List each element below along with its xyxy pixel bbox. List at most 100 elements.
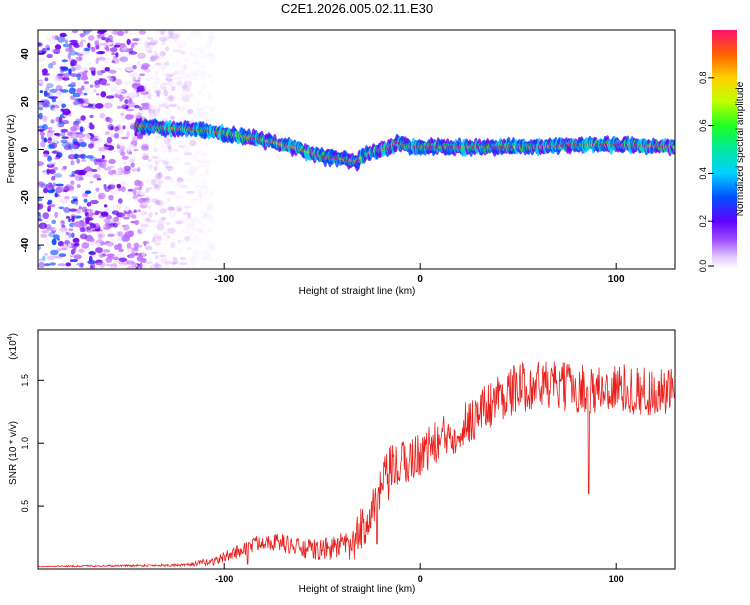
heatmap-cell [73,221,83,228]
heatmap-cell [84,85,89,89]
heatmap-cell [80,85,85,91]
heatmap-cell [96,231,105,238]
heatmap-cell [63,185,69,193]
heatmap-cell [163,109,172,116]
heatmap-cell [164,45,170,52]
heatmap-cell [112,256,120,261]
heatmap-cell [149,182,157,189]
heatmap-cell [181,103,190,110]
heatmap-cell [184,235,191,241]
heatmap-cell [67,132,75,136]
heatmap-cell [102,57,111,64]
heatmap-cell [138,30,146,35]
heatmap-cell [158,62,166,69]
heatmap-cell [41,100,51,108]
snr-x-ticks: -100 0 100 [215,563,624,584]
heatmap-cell [176,80,184,86]
heatmap-cell [195,106,201,114]
heatmap-cell [62,43,71,48]
heatmap-cell [64,39,69,44]
heatmap-cell [85,214,90,218]
heatmap-cell [174,40,183,45]
heatmap-cell [210,246,215,252]
heatmap-cell [176,117,181,123]
heatmap-cell [173,49,182,53]
heatmap-cell [78,264,84,268]
heatmap-cell [191,228,198,232]
heatmap-cell [163,143,168,151]
heatmap-cell [43,253,49,256]
spectrogram-y-label: Frequency (Hz) [6,115,17,184]
heatmap-cell [159,62,166,65]
heatmap-cell [85,265,90,269]
heatmap-cell [183,56,190,64]
heatmap-cell [96,72,102,80]
heatmap-cell [199,191,207,198]
heatmap-cell [97,34,101,39]
heatmap-cell [117,231,123,237]
heatmap-cell [53,75,60,83]
heatmap-cell [193,236,201,241]
heatmap-cell [52,137,59,144]
heatmap-cell [38,222,48,230]
heatmap-cell [51,98,57,103]
heatmap-cell [59,65,64,70]
heatmap-cell [120,117,126,122]
heatmap-cell [164,83,174,89]
heatmap-cell [153,142,157,148]
heatmap-cell [74,169,83,175]
heatmap-cell [104,102,113,109]
heatmap-cell [73,242,80,247]
heatmap-cell [167,78,174,86]
snr-exponent-close: ) [8,333,19,336]
heatmap-cell [149,112,157,118]
heatmap-cell [179,73,183,81]
heatmap-cell [189,257,196,264]
y-tick-label: -40 [20,237,31,252]
heatmap-cell [197,227,202,233]
heatmap-cell [100,91,107,98]
heatmap-cell [152,81,161,85]
heatmap-cell [87,259,96,265]
heatmap-cell [199,73,207,80]
heatmap-cell [158,30,166,33]
heatmap-cell [95,247,103,254]
heatmap-cell [131,168,138,172]
heatmap-cell [89,199,99,205]
heatmap-cell [150,84,157,89]
heatmap-cell [115,78,123,86]
spectrogram-heatmap [38,30,675,269]
heatmap-cell [199,45,208,51]
heatmap-cell [194,40,199,46]
heatmap-cell [147,187,153,190]
heatmap-cell [179,256,187,261]
heatmap-cell [150,219,157,223]
heatmap-cell [46,163,55,168]
heatmap-cell [106,41,113,45]
heatmap-cell [97,192,106,200]
heatmap-cell [141,202,148,206]
snr-frame [37,329,676,570]
heatmap-cell [145,261,154,265]
heatmap-cell [176,50,185,54]
heatmap-cell [113,244,120,251]
heatmap-cell [98,30,108,34]
heatmap-cell [151,251,159,255]
heatmap-cell [185,265,190,269]
heatmap-cell [109,265,118,269]
heatmap-cell [200,53,209,59]
heatmap-cell [197,188,203,195]
heatmap-cell [182,76,191,80]
colorbar-gradient [712,30,737,269]
heatmap-cell [167,197,171,202]
heatmap-cell [177,207,183,212]
heatmap-cell [189,217,199,223]
heatmap-cell [164,221,171,226]
heatmap-cell [155,70,159,76]
heatmap-cell [208,217,215,224]
heatmap-cell [95,242,101,247]
heatmap-cell [132,83,140,88]
heatmap-cell [160,216,166,220]
heatmap-cell [79,126,85,133]
heatmap-cell [56,185,65,193]
